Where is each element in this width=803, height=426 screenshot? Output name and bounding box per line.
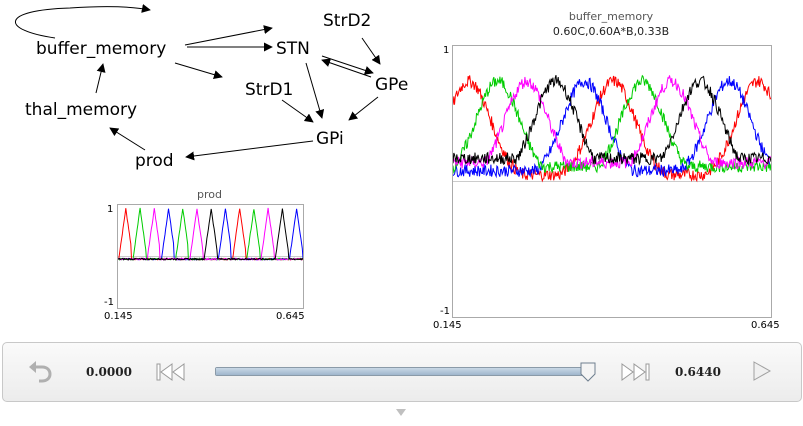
undo-arrow-icon[interactable] <box>27 359 53 385</box>
edge-stn-gpi <box>305 62 325 119</box>
time-slider[interactable] <box>215 362 596 382</box>
node-gpi[interactable]: GPi <box>316 129 344 149</box>
edge-gpe-stn <box>321 58 372 78</box>
node-prod[interactable]: prod <box>135 151 174 171</box>
series-line <box>453 76 771 179</box>
skip-forward-icon[interactable] <box>618 362 650 382</box>
slider-thumb[interactable] <box>580 362 596 382</box>
node-gpe[interactable]: GPe <box>375 75 408 95</box>
skip-back-icon[interactable] <box>156 362 188 382</box>
prod-plot-canvas <box>118 207 303 262</box>
node-strd2[interactable]: StrD2 <box>323 11 371 31</box>
series-line <box>118 207 303 262</box>
edge-buffer-strd2 <box>184 25 273 46</box>
node-strd1[interactable]: StrD1 <box>245 80 293 100</box>
buffer-plot-subtitle: 0.60C,0.60A*B,0.33B <box>552 25 670 38</box>
buffer-plot-canvas <box>453 74 771 183</box>
prod-xmin-label: 0.145 <box>104 311 133 322</box>
prod-ymin-label: -1 <box>104 297 114 308</box>
series-line <box>453 75 771 183</box>
buffer-xmax-label: 0.645 <box>751 320 780 331</box>
network-diagram: buffer_memory StrD2 STN GPe StrD1 thal_m… <box>14 4 408 171</box>
edge-strd2-gpe <box>361 37 381 65</box>
edge-prod-thal <box>109 127 146 151</box>
buffer-plot-title: buffer_memory <box>568 10 654 23</box>
collapse-arrow-icon[interactable] <box>395 408 407 418</box>
buffer-plot[interactable] <box>452 45 772 318</box>
play-icon[interactable] <box>752 360 772 382</box>
node-buffer-memory[interactable]: buffer_memory <box>36 39 166 59</box>
end-time: 0.6440 <box>675 365 721 379</box>
buffer-ymax-label: 1 <box>443 45 450 56</box>
node-thal-memory[interactable]: thal_memory <box>25 100 137 120</box>
series-line <box>453 75 771 166</box>
edge-gpe-gpi <box>348 96 379 121</box>
current-time: 0.0000 <box>86 365 132 379</box>
series-line <box>453 75 771 170</box>
buffer-ymin-label: -1 <box>440 306 450 317</box>
series-line <box>118 208 303 261</box>
time-slider-fill <box>216 368 590 375</box>
prod-ymax-label: 1 <box>107 204 114 215</box>
node-stn[interactable]: STN <box>276 39 310 59</box>
edge-thal-buffer <box>95 63 106 94</box>
prod-plot[interactable] <box>117 204 304 309</box>
buffer-xmin-label: 0.145 <box>433 320 462 331</box>
edge-strd1-gpi <box>281 99 314 123</box>
playback-controls: 0.0000 0.6440 <box>2 342 802 402</box>
edge-buffer-self <box>14 4 151 39</box>
prod-xmax-label: 0.645 <box>276 311 305 322</box>
edge-stn-gpe <box>321 55 374 75</box>
prod-plot-title: prod <box>197 188 222 201</box>
edge-buffer-strd1 <box>174 62 223 80</box>
edge-gpi-prod <box>185 140 314 161</box>
